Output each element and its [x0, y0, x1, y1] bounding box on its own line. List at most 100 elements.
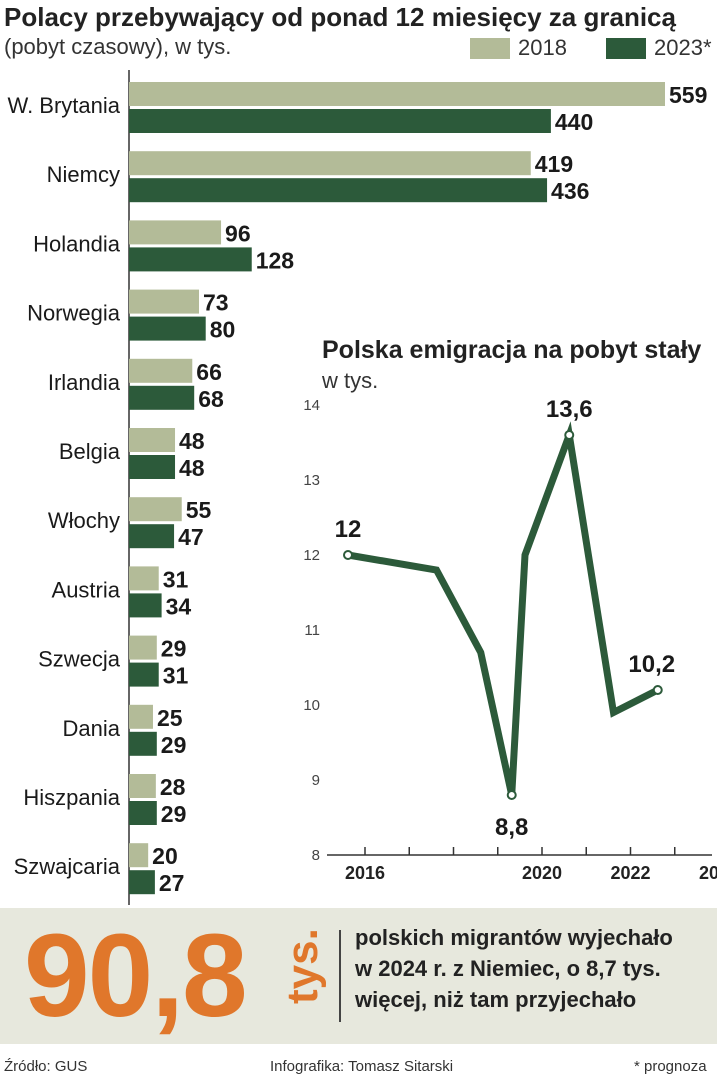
- footer-source: Źródło: GUS: [4, 1058, 88, 1075]
- bar-2018: [129, 82, 665, 106]
- footer-credit: Infografika: Tomasz Sitarski: [270, 1058, 454, 1075]
- line-point-label: 10,2: [628, 651, 675, 678]
- x-tick-label: 2016: [345, 863, 385, 883]
- bar-2018: [129, 843, 149, 868]
- y-tick-label: 8: [312, 847, 320, 864]
- line-chart-title: Polska emigracja na pobyt stały: [322, 336, 701, 364]
- line-point-marker: [564, 430, 575, 440]
- footer-note: * prognoza: [634, 1058, 707, 1075]
- bar-value-label: 73: [203, 290, 229, 316]
- line-point-marker: [506, 790, 517, 800]
- bar-value-label: 440: [555, 109, 593, 135]
- bar-value-label: 47: [178, 524, 204, 550]
- bar-value-label: 34: [166, 593, 192, 619]
- highlight-unit: tys.: [278, 928, 327, 1004]
- y-tick-label: 10: [303, 697, 320, 714]
- line-point-label: 12: [335, 516, 362, 543]
- legend-label-2018: 2018: [518, 35, 567, 60]
- line-point-label: 13,6: [546, 396, 593, 423]
- bar-2023: [129, 247, 252, 272]
- x-tick-label: 2020: [522, 863, 562, 883]
- category-label: W. Brytania: [8, 93, 121, 118]
- legend-2018: 2018: [470, 35, 567, 61]
- bar-2018: [129, 220, 222, 245]
- bar-value-label: 29: [161, 801, 187, 827]
- bar-2018: [129, 428, 176, 452]
- highlight-divider: [339, 930, 341, 1022]
- y-tick-label: 11: [304, 622, 320, 639]
- x-tick-label: 2022: [610, 863, 650, 883]
- bar-2018: [129, 289, 199, 314]
- x-tick-label: 2024: [699, 863, 717, 883]
- category-label: Irlandia: [48, 370, 121, 395]
- y-tick-label: 14: [303, 397, 320, 414]
- bar-value-label: 31: [163, 566, 189, 592]
- bar-2018: [129, 774, 156, 798]
- category-label: Belgia: [59, 439, 121, 464]
- category-label: Niemcy: [47, 162, 120, 187]
- bar-value-label: 48: [179, 455, 205, 481]
- legend-label-2023: 2023*: [654, 35, 712, 60]
- bar-value-label: 20: [152, 843, 178, 869]
- category-label: Szwajcaria: [14, 854, 121, 879]
- bar-2018: [129, 566, 159, 591]
- bar-value-label: 29: [161, 636, 187, 662]
- bar-value-label: 128: [256, 247, 295, 273]
- bar-value-label: 27: [159, 870, 185, 896]
- bar-2018: [129, 358, 193, 383]
- bar-value-label: 66: [196, 359, 222, 385]
- y-tick-label: 9: [312, 772, 320, 789]
- bar-value-label: 28: [160, 774, 186, 800]
- bar-2023: [129, 109, 551, 133]
- legend-2023: 2023*: [606, 35, 712, 61]
- bar-value-label: 96: [225, 220, 251, 246]
- bar-value-label: 25: [157, 705, 183, 731]
- bar-value-label: 55: [186, 497, 212, 523]
- category-label: Norwegia: [27, 301, 121, 326]
- bar-2018: [129, 704, 153, 729]
- bar-value-label: 68: [198, 386, 224, 412]
- line-series: [347, 421, 660, 796]
- category-label: Szwecja: [38, 647, 121, 672]
- category-label: Holandia: [33, 231, 121, 256]
- category-label: Włochy: [48, 508, 120, 533]
- y-tick-label: 12: [303, 547, 320, 564]
- bar-chart-title: Polacy przebywający od ponad 12 miesięcy…: [4, 2, 676, 32]
- bar-2018: [129, 497, 182, 522]
- category-label: Austria: [52, 577, 121, 602]
- bar-value-label: 29: [161, 732, 187, 758]
- y-tick-label: 13: [303, 472, 320, 489]
- line-point-marker: [652, 685, 663, 695]
- bar-2023: [129, 801, 157, 825]
- highlight-line-3: więcej, niż tam przyjechało: [355, 987, 637, 1012]
- highlight-line-1: polskich migrantów wyjechało: [355, 925, 673, 950]
- line-chart-background: [300, 330, 717, 890]
- highlight-line-2: w 2024 r. z Niemiec, o 8,7 tys.: [355, 956, 661, 981]
- line-chart: Polska emigracja na pobyt stały w tys.14 1…: [300, 330, 717, 890]
- line-chart-subtitle: w tys.: [321, 368, 378, 393]
- highlight-number: 90,8: [24, 910, 248, 1042]
- bar-value-label: 80: [210, 317, 236, 343]
- bar-2023: [129, 593, 162, 618]
- bar-chart-subtitle: (pobyt czasowy), w tys.: [4, 34, 232, 59]
- line-point-label: 8,8: [495, 814, 528, 841]
- bar-2023: [129, 731, 157, 756]
- bar-value-label: 419: [535, 151, 573, 177]
- bar-2023: [129, 455, 176, 479]
- bar-value-label: 48: [179, 428, 205, 454]
- bar-2023: [129, 316, 206, 341]
- bar-2023: [129, 524, 175, 549]
- legend-swatch-2018: [470, 37, 510, 59]
- line-point-marker: [343, 550, 353, 560]
- bar-value-label: 31: [163, 663, 189, 689]
- highlight-band: [0, 908, 717, 1044]
- bar-2018: [129, 635, 157, 660]
- bar-value-label: 436: [551, 178, 589, 204]
- legend-swatch-2023: [606, 37, 646, 59]
- bar-2018: [129, 151, 531, 176]
- bar-2023: [129, 870, 155, 895]
- bar-2023: [129, 178, 548, 203]
- bar-2023: [129, 662, 159, 687]
